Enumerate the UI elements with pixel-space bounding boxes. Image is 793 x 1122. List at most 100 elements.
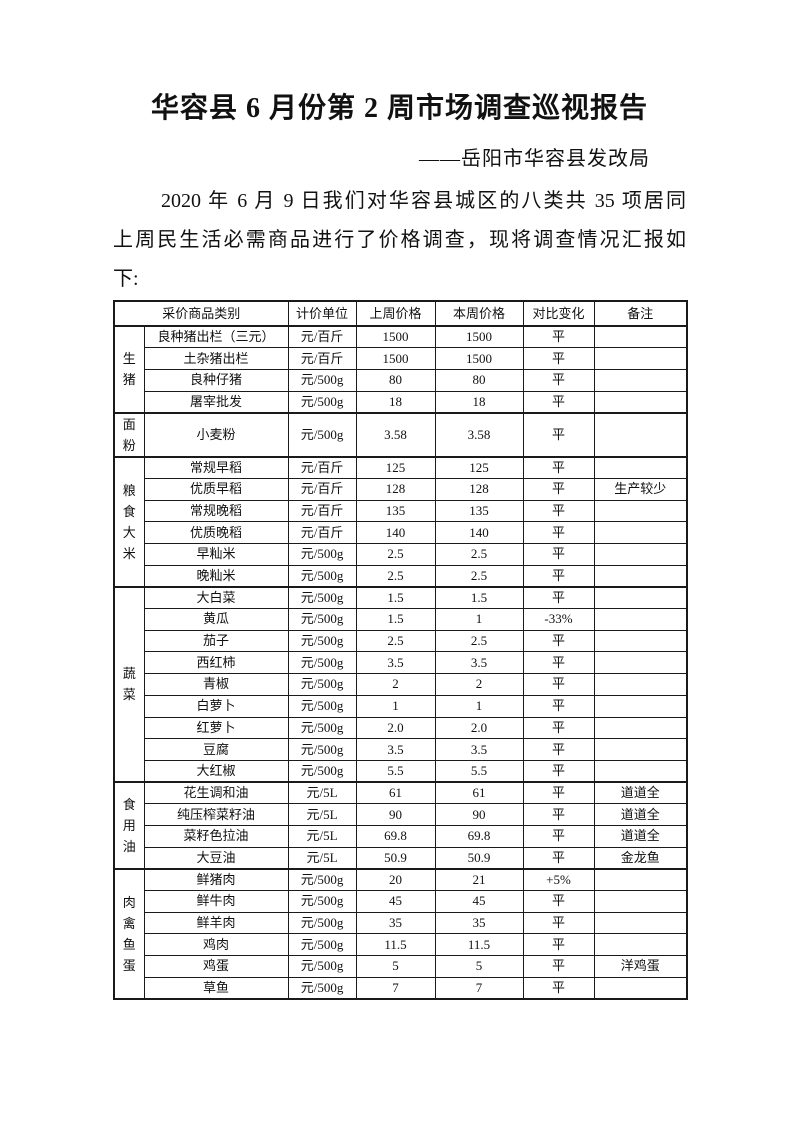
cell-unit: 元/500g — [287, 867, 357, 891]
cell-this-week: 80 — [434, 368, 524, 392]
cell-last-week: 50.9 — [355, 846, 436, 870]
table-row: 常规晚稻 元/百斤 135 135 平 — [114, 499, 688, 523]
cell-this-week: 135 — [434, 499, 524, 523]
table-row: 草鱼 元/500g 7 7 平 — [114, 976, 688, 1000]
table-row: 土杂猪出栏 元/百斤 1500 1500 平 — [114, 347, 688, 370]
cell-item: 花生调和油 — [143, 781, 289, 805]
cell-this-week: 7 — [434, 976, 524, 1000]
cell-unit: 元/500g — [287, 890, 357, 913]
cell-remark — [593, 738, 688, 761]
table-row: 早籼米 元/500g 2.5 2.5 平 — [114, 543, 688, 566]
cell-remark: 金龙鱼 — [593, 846, 688, 870]
cell-item: 菜籽色拉油 — [143, 824, 289, 848]
cell-item: 土杂猪出栏 — [143, 347, 289, 370]
cell-remark — [593, 347, 688, 370]
table-row: 良种仔猪 元/500g 80 80 平 — [114, 368, 688, 392]
cell-this-week: 21 — [434, 867, 524, 891]
table-row: 晚籼米 元/500g 2.5 2.5 平 — [114, 564, 688, 588]
cell-last-week: 18 — [355, 390, 436, 414]
cell-remark — [593, 867, 688, 891]
cell-remark — [593, 543, 688, 566]
cell-this-week: 45 — [434, 890, 524, 913]
cell-item: 西红柿 — [143, 651, 289, 675]
cell-this-week: 1500 — [434, 347, 524, 370]
cell-item: 大豆油 — [143, 846, 289, 870]
cell-remark — [593, 499, 688, 523]
cell-this-week: 35 — [434, 911, 524, 935]
paragraph-line: 2020 年 6 月 9 日我们对华容县城区的八类共 35 项居同 — [161, 190, 686, 212]
cell-item: 红萝卜 — [143, 716, 289, 740]
cell-this-week: 50.9 — [434, 846, 524, 870]
cell-remark — [593, 325, 688, 349]
cell-last-week: 69.8 — [355, 824, 436, 848]
cell-this-week: 140 — [434, 521, 524, 544]
cell-unit: 元/500g — [287, 759, 357, 783]
cell-last-week: 1500 — [355, 347, 436, 370]
cell-this-week: 1.5 — [434, 585, 524, 610]
table-row: 生猪良种猪出栏（三元） 元/百斤 1500 1500 平 — [113, 325, 688, 414]
cell-unit: 元/500g — [287, 608, 357, 631]
cell-this-week: 3.58 — [434, 411, 524, 458]
cell-unit: 元/百斤 — [287, 325, 357, 349]
cell-item: 小麦粉 — [143, 411, 289, 458]
cell-item: 良种猪出栏（三元） — [143, 325, 289, 349]
cell-this-week: 11.5 — [434, 933, 524, 957]
cell-last-week: 1.5 — [355, 608, 436, 631]
cell-change: 平 — [522, 390, 595, 414]
cell-item: 茄子 — [143, 629, 289, 653]
cell-item: 大白菜 — [143, 585, 289, 610]
header-unit: 计价单位 — [287, 300, 357, 327]
cell-last-week: 5 — [355, 955, 436, 978]
cell-this-week: 5.5 — [434, 759, 524, 783]
cell-item: 黄瓜 — [143, 608, 289, 631]
cell-this-week: 128 — [434, 477, 524, 501]
cell-remark — [593, 890, 688, 913]
table-row: 面粉小麦粉 元/500g 3.58 3.58 平 — [113, 411, 688, 458]
cell-item: 青椒 — [143, 673, 289, 696]
cell-unit: 元/5L — [287, 781, 357, 805]
cell-unit: 元/500g — [287, 585, 357, 610]
cell-change: -33% — [522, 608, 595, 631]
cell-last-week: 125 — [355, 455, 436, 479]
cell-unit: 元/500g — [287, 629, 357, 653]
cell-this-week: 125 — [434, 455, 524, 479]
cell-last-week: 3.58 — [355, 411, 436, 458]
cell-change: 平 — [522, 347, 595, 370]
cell-unit: 元/百斤 — [287, 455, 357, 479]
byline: ——岳阳市华容县发改局 — [419, 148, 650, 170]
cell-last-week: 1500 — [355, 325, 436, 349]
cell-change: 平 — [522, 411, 595, 458]
cell-unit: 元/500g — [287, 564, 357, 588]
table-row: 肉禽鱼蛋鲜猪肉 元/500g 20 21 +5% — [113, 867, 688, 1000]
cell-last-week: 2.5 — [355, 629, 436, 653]
cell-item: 常规早稻 — [143, 455, 289, 479]
cell-last-week: 11.5 — [355, 933, 436, 957]
cell-last-week: 140 — [355, 521, 436, 544]
cell-remark — [593, 585, 688, 610]
cell-remark — [593, 716, 688, 740]
cell-change: 平 — [522, 564, 595, 588]
cell-unit: 元/500g — [287, 651, 357, 675]
cell-this-week: 2.5 — [434, 543, 524, 566]
cell-change: 平 — [522, 738, 595, 761]
cell-remark — [593, 933, 688, 957]
cell-item: 大红椒 — [143, 759, 289, 783]
cell-change: 平 — [522, 846, 595, 870]
header-last-week-price: 上周价格 — [355, 300, 436, 327]
cell-item: 鸡蛋 — [143, 955, 289, 978]
table-row: 优质晚稻 元/百斤 140 140 平 — [114, 521, 688, 544]
cell-remark — [593, 564, 688, 588]
cell-change: 平 — [522, 629, 595, 653]
cell-this-week: 1 — [434, 608, 524, 631]
header-remark: 备注 — [593, 300, 688, 327]
cell-remark — [593, 694, 688, 718]
cell-unit: 元/500g — [287, 716, 357, 740]
cell-item: 草鱼 — [143, 976, 289, 1000]
category-cell: 生猪 — [113, 325, 145, 414]
category-cell: 粮食大米 — [113, 455, 145, 588]
category-cell: 肉禽鱼蛋 — [113, 867, 145, 1000]
paragraph-line: 下: — [113, 268, 139, 290]
cell-change: 平 — [522, 543, 595, 566]
table-row: 食用油花生调和油 元/5L 61 61 平道道全 — [113, 781, 688, 870]
cell-last-week: 1 — [355, 694, 436, 718]
